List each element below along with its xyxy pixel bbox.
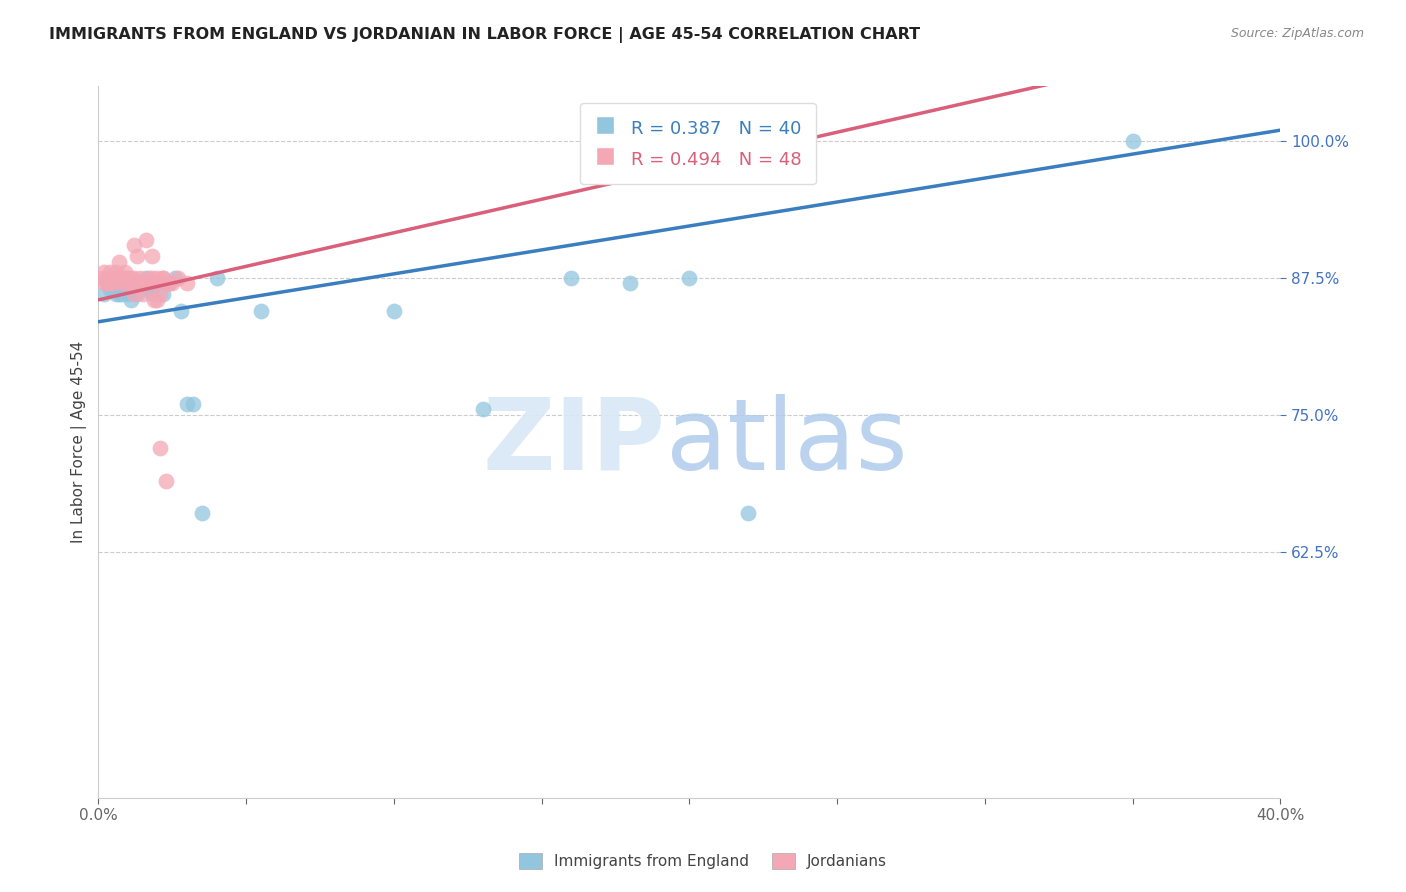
Point — [135, 271, 157, 285]
Point — [98, 282, 121, 296]
Point — [619, 277, 641, 291]
Point — [560, 271, 582, 285]
Point — [122, 277, 145, 291]
Point — [128, 271, 150, 285]
Point — [108, 254, 131, 268]
Point — [96, 277, 118, 291]
Point — [138, 271, 160, 285]
Point — [143, 293, 166, 307]
Point — [155, 474, 177, 488]
Point — [135, 233, 157, 247]
Point — [125, 277, 148, 291]
Point — [128, 277, 150, 291]
Point — [114, 265, 136, 279]
Point — [181, 397, 204, 411]
Point — [122, 238, 145, 252]
Point — [105, 265, 128, 279]
Point — [120, 293, 142, 307]
Point — [108, 271, 131, 285]
Point — [101, 271, 124, 285]
Point — [114, 282, 136, 296]
Point — [678, 271, 700, 285]
Point — [157, 277, 180, 291]
Point — [737, 507, 759, 521]
Point — [93, 265, 115, 279]
Point — [101, 271, 124, 285]
Point — [141, 271, 163, 285]
Point — [108, 271, 131, 285]
Point — [250, 303, 273, 318]
Point — [143, 277, 166, 291]
Text: IMMIGRANTS FROM ENGLAND VS JORDANIAN IN LABOR FORCE | AGE 45-54 CORRELATION CHAR: IMMIGRANTS FROM ENGLAND VS JORDANIAN IN … — [49, 27, 921, 43]
Point — [471, 402, 494, 417]
Point — [120, 277, 142, 291]
Text: ZIP: ZIP — [482, 393, 665, 491]
Point — [170, 303, 193, 318]
Point — [131, 287, 153, 301]
Point — [160, 277, 183, 291]
Point — [149, 441, 172, 455]
Point — [152, 271, 174, 285]
Point — [149, 287, 172, 301]
Point — [90, 271, 112, 285]
Point — [101, 277, 124, 291]
Text: Source: ZipAtlas.com: Source: ZipAtlas.com — [1230, 27, 1364, 40]
Point — [98, 277, 121, 291]
Point — [176, 397, 198, 411]
Point — [146, 293, 169, 307]
Point — [96, 271, 118, 285]
Point — [120, 271, 142, 285]
Point — [93, 277, 115, 291]
Point — [105, 287, 128, 301]
Point — [117, 277, 139, 291]
Point — [125, 249, 148, 263]
Point — [205, 271, 228, 285]
Point — [138, 282, 160, 296]
Point — [114, 271, 136, 285]
Point — [111, 277, 134, 291]
Point — [1122, 134, 1144, 148]
Point — [176, 277, 198, 291]
Point — [152, 287, 174, 301]
Point — [117, 271, 139, 285]
Text: atlas: atlas — [665, 393, 907, 491]
Point — [191, 507, 214, 521]
Point — [155, 277, 177, 291]
Point — [122, 287, 145, 301]
Point — [117, 277, 139, 291]
Legend: Immigrants from England, Jordanians: Immigrants from England, Jordanians — [513, 847, 893, 875]
Y-axis label: In Labor Force | Age 45-54: In Labor Force | Age 45-54 — [72, 341, 87, 543]
Point — [117, 287, 139, 301]
Legend: R = 0.387   N = 40, R = 0.494   N = 48: R = 0.387 N = 40, R = 0.494 N = 48 — [581, 103, 815, 185]
Point — [141, 287, 163, 301]
Point — [382, 303, 405, 318]
Point — [125, 287, 148, 301]
Point — [122, 271, 145, 285]
Point — [146, 271, 169, 285]
Point — [108, 287, 131, 301]
Point — [93, 287, 115, 301]
Point — [143, 277, 166, 291]
Point — [111, 277, 134, 291]
Point — [96, 277, 118, 291]
Point — [157, 277, 180, 291]
Point — [131, 277, 153, 291]
Point — [131, 277, 153, 291]
Point — [167, 271, 190, 285]
Point — [120, 277, 142, 291]
Point — [111, 271, 134, 285]
Point — [98, 265, 121, 279]
Point — [111, 287, 134, 301]
Point — [141, 249, 163, 263]
Point — [105, 271, 128, 285]
Point — [152, 271, 174, 285]
Point — [114, 271, 136, 285]
Point — [165, 271, 187, 285]
Point — [135, 277, 157, 291]
Point — [146, 277, 169, 291]
